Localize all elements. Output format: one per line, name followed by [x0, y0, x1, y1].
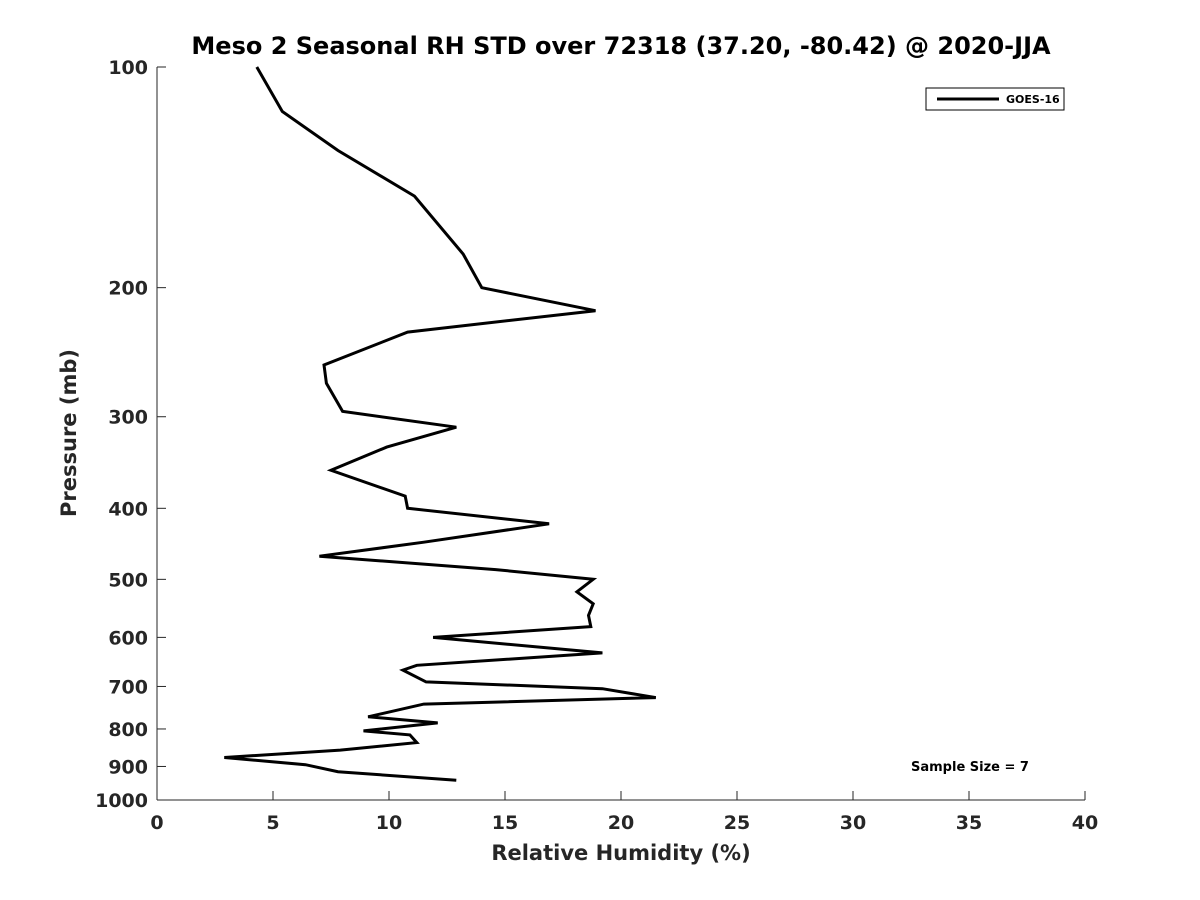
x-axis-label: Relative Humidity (%) — [491, 841, 750, 865]
x-tick-label: 35 — [956, 812, 982, 834]
legend: GOES-16 — [925, 87, 1065, 111]
y-tick-label: 500 — [108, 569, 148, 591]
x-tick-label: 15 — [492, 812, 518, 834]
x-tick-label: 20 — [608, 812, 634, 834]
x-tick-label: 40 — [1072, 812, 1098, 834]
y-tick-label: 1000 — [95, 790, 148, 812]
y-tick-label: 200 — [108, 278, 148, 300]
legend-label: GOES-16 — [1006, 93, 1060, 106]
y-tick-label: 300 — [108, 407, 148, 429]
chart-title: Meso 2 Seasonal RH STD over 72318 (37.20… — [191, 32, 1051, 60]
y-tick-label: 400 — [108, 498, 148, 520]
x-tick-label: 10 — [376, 812, 402, 834]
x-tick-label: 25 — [724, 812, 750, 834]
y-tick-label: 100 — [108, 57, 148, 79]
sample-size-annotation: Sample Size = 7 — [911, 760, 1029, 775]
y-tick-label: 700 — [108, 676, 148, 698]
y-tick-label: 900 — [108, 756, 148, 778]
y-tick-label: 800 — [108, 719, 148, 741]
x-tick-label: 0 — [150, 812, 163, 834]
plot-area: 0 5 10 15 20 25 30 35 40 100 200 300 400 500 600 700 800… — [95, 57, 1098, 834]
y-tick-label: 600 — [108, 627, 148, 649]
x-tick-label: 5 — [266, 812, 279, 834]
x-tick-label: 30 — [840, 812, 866, 834]
y-axis-label: Pressure (mb) — [57, 349, 81, 517]
series-line-GOES-16 — [224, 66, 657, 782]
